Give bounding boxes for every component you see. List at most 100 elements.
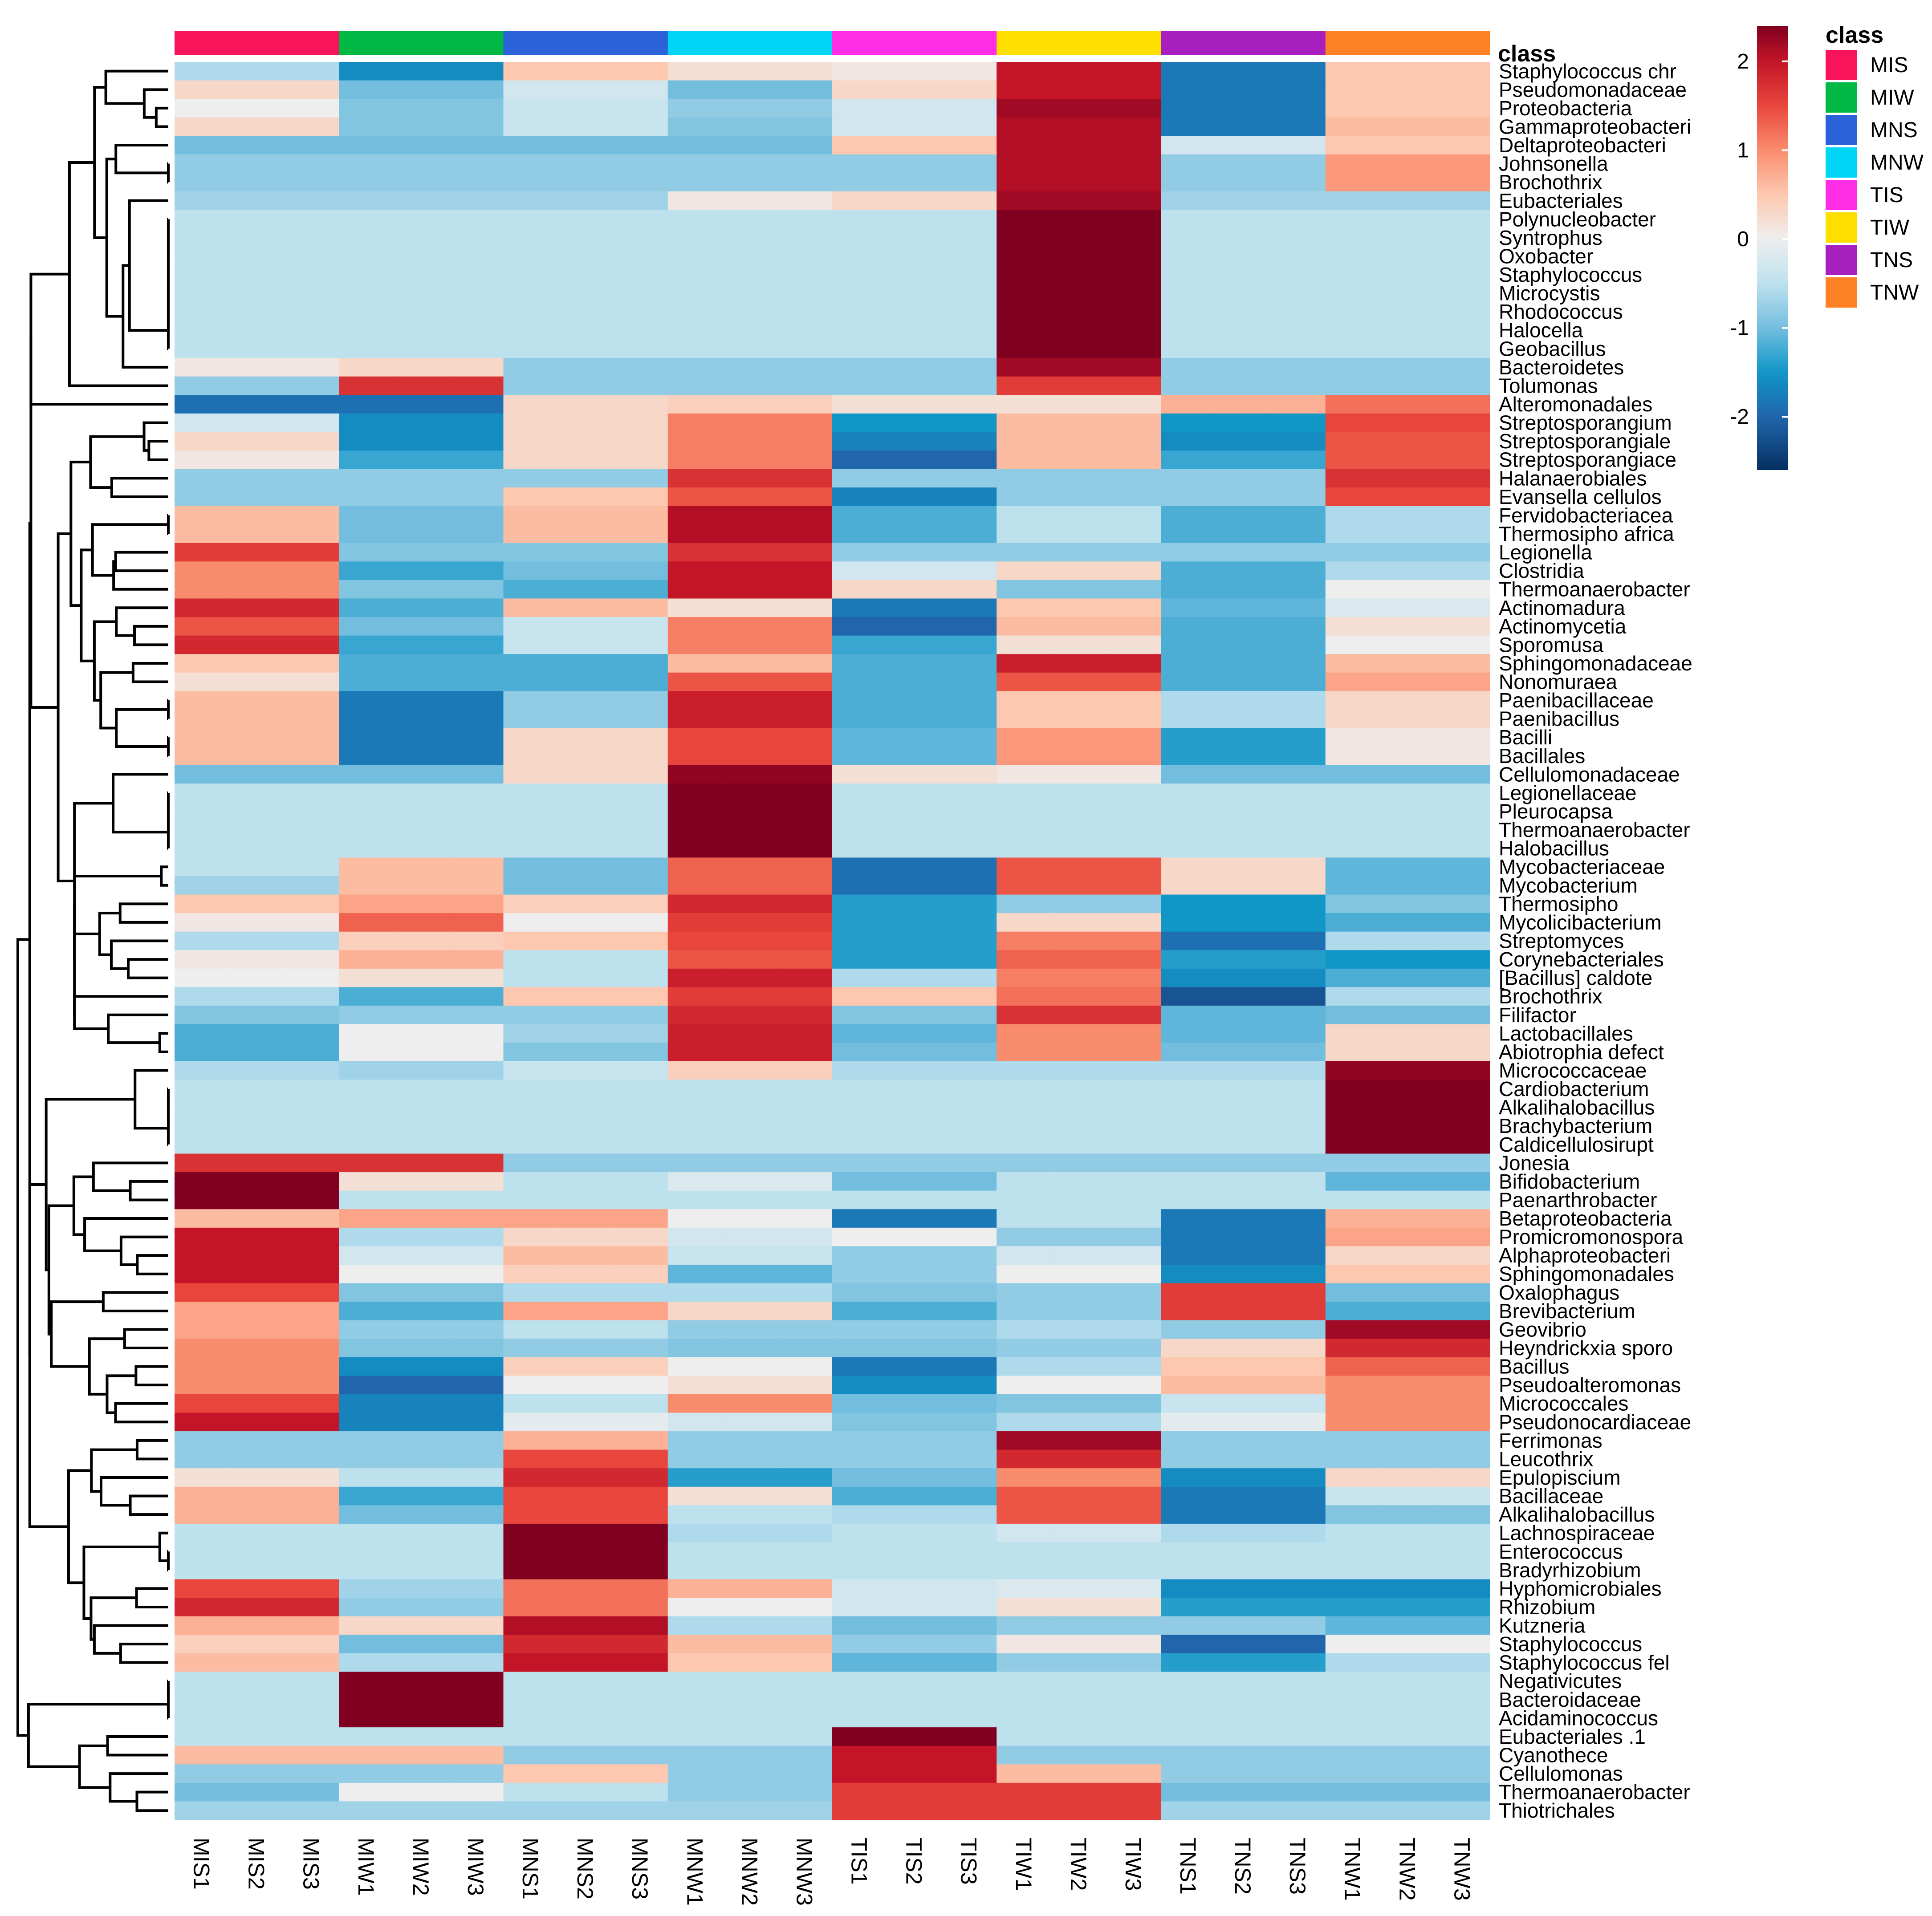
heatmap-cell xyxy=(722,820,778,840)
class-swatch xyxy=(1826,50,1857,80)
heatmap-cell xyxy=(558,302,614,321)
heatmap-cell xyxy=(722,1413,778,1432)
row-label: Streptosporangiace xyxy=(1499,448,1676,471)
heatmap-cell xyxy=(1161,709,1216,729)
heatmap-cell xyxy=(1051,1264,1107,1284)
heatmap-cell xyxy=(777,210,833,229)
heatmap-cell xyxy=(777,1431,833,1450)
heatmap-cell xyxy=(613,1801,668,1820)
heatmap-cell xyxy=(229,506,285,525)
heatmap-cell xyxy=(1270,543,1326,562)
heatmap-cell xyxy=(1216,1376,1271,1395)
heatmap-cell xyxy=(1270,876,1326,895)
heatmap-cell xyxy=(1051,894,1107,913)
heatmap-cell xyxy=(722,228,778,248)
heatmap-cell xyxy=(1325,358,1381,377)
heatmap-cell xyxy=(997,728,1052,747)
heatmap-cell xyxy=(887,1080,942,1099)
heatmap-cell xyxy=(229,691,285,710)
heatmap-cell xyxy=(229,173,285,192)
heatmap-cell xyxy=(887,1376,942,1395)
row-label: Alphaproteobacteri xyxy=(1499,1244,1671,1267)
heatmap-cell xyxy=(229,1227,285,1246)
heatmap-cell xyxy=(667,1672,723,1691)
heatmap-cell xyxy=(175,432,230,451)
heatmap-cell xyxy=(832,1302,887,1321)
heatmap-cell xyxy=(558,1283,614,1302)
heatmap-cell xyxy=(1106,1709,1162,1728)
heatmap-cell xyxy=(997,1616,1052,1635)
heatmap-cell xyxy=(1106,1209,1162,1228)
heatmap-cell xyxy=(777,765,833,784)
heatmap-cell xyxy=(558,1005,614,1025)
heatmap-cell xyxy=(942,1746,997,1765)
heatmap-cell xyxy=(777,80,833,99)
heatmap-cell xyxy=(1435,1135,1490,1154)
heatmap-cell xyxy=(175,1746,230,1765)
heatmap-cell xyxy=(339,783,394,803)
heatmap-cell xyxy=(1161,802,1216,821)
heatmap-cell xyxy=(1051,1690,1107,1709)
heatmap-cell xyxy=(832,1190,887,1210)
heatmap-cell xyxy=(1106,469,1162,488)
heatmap-cell xyxy=(1325,1523,1381,1543)
heatmap-cell xyxy=(997,1542,1052,1561)
heatmap-cell xyxy=(887,765,942,784)
heatmap-cell xyxy=(448,1043,504,1062)
heatmap-cell xyxy=(887,876,942,895)
heatmap-cell xyxy=(832,191,887,211)
heatmap-cell xyxy=(394,62,449,81)
heatmap-cell xyxy=(942,913,997,932)
heatmap-cell xyxy=(503,1690,559,1709)
heatmap-cell xyxy=(1325,728,1381,747)
heatmap-cell xyxy=(394,376,449,395)
heatmap-cell xyxy=(777,1579,833,1598)
annotation-cell xyxy=(613,31,668,55)
heatmap-cell xyxy=(558,783,614,803)
heatmap-cell xyxy=(1161,450,1216,470)
heatmap-cell xyxy=(284,747,339,766)
heatmap-cell xyxy=(613,1523,668,1543)
row-label: Alkalihalobacillus xyxy=(1499,1503,1655,1526)
heatmap-cell xyxy=(1435,395,1490,414)
heatmap-cell xyxy=(503,1561,559,1580)
heatmap-cell xyxy=(832,136,887,155)
heatmap-cell xyxy=(1325,524,1381,544)
row-label: Halocella xyxy=(1499,319,1583,342)
heatmap-cell xyxy=(832,376,887,395)
heatmap-cell xyxy=(175,1523,230,1543)
heatmap-cell xyxy=(503,913,559,932)
heatmap-cell xyxy=(175,1098,230,1117)
dendrogram-branch xyxy=(134,1069,168,1130)
class-label: MNS xyxy=(1870,118,1918,142)
heatmap-cell xyxy=(558,1024,614,1043)
heatmap-cell xyxy=(722,1190,778,1210)
heatmap-cell xyxy=(777,62,833,81)
heatmap-cell xyxy=(175,450,230,470)
heatmap-cell xyxy=(1216,1264,1271,1284)
heatmap-cell xyxy=(1325,1153,1381,1173)
heatmap-cell xyxy=(1106,487,1162,507)
heatmap-cell xyxy=(722,80,778,99)
heatmap-cell xyxy=(284,802,339,821)
annotation-cell xyxy=(448,31,504,55)
heatmap-cell xyxy=(942,709,997,729)
dendrogram-branch xyxy=(128,199,168,332)
heatmap-cell xyxy=(667,1727,723,1746)
heatmap-cell xyxy=(503,1616,559,1635)
heatmap-cell xyxy=(667,839,723,858)
heatmap-cell xyxy=(1325,1209,1381,1228)
heatmap-cell xyxy=(1435,1190,1490,1210)
heatmap-cell xyxy=(1435,931,1490,950)
row-label: Kutzneria xyxy=(1499,1614,1586,1637)
heatmap-cell xyxy=(339,117,394,136)
heatmap-cell xyxy=(448,931,504,950)
heatmap-cell xyxy=(1325,1339,1381,1358)
heatmap-cell xyxy=(284,1190,339,1210)
heatmap-cell xyxy=(1216,1061,1271,1080)
heatmap-cell xyxy=(722,894,778,913)
column-label: TNW2 xyxy=(1395,1838,1420,1901)
heatmap-cell xyxy=(613,1672,668,1691)
heatmap-cell xyxy=(1270,635,1326,654)
heatmap-cell xyxy=(1051,1339,1107,1358)
